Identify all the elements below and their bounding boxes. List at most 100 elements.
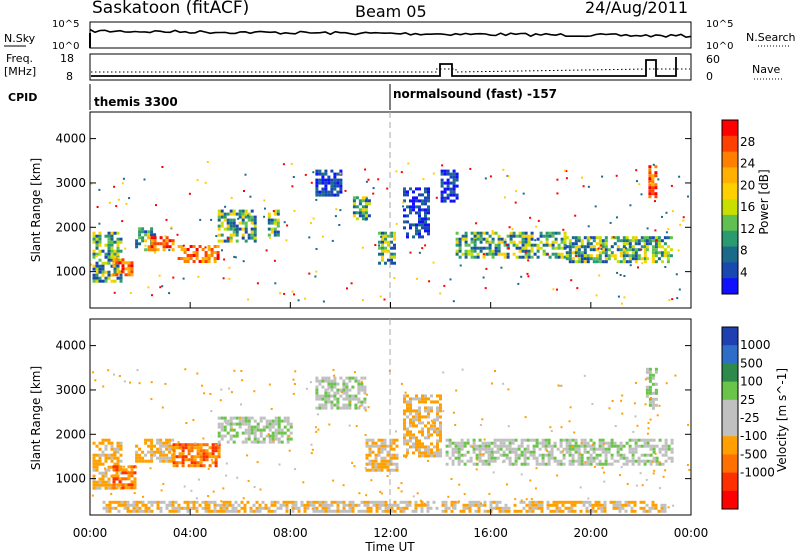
power-cell <box>443 196 447 200</box>
power-cell <box>235 233 239 237</box>
velocity-cell <box>646 441 650 445</box>
power-cell <box>107 237 111 241</box>
velocity-cell <box>439 454 442 458</box>
power-cell <box>568 251 572 255</box>
power-scatter-point <box>168 292 171 295</box>
power-scatter-point <box>682 216 685 219</box>
power-cell <box>651 189 655 193</box>
velocity-colorbar-swatch <box>722 345 738 364</box>
velocity-cell <box>351 397 355 401</box>
power-cell <box>138 233 142 237</box>
power-cell <box>162 242 166 246</box>
velocity-cell <box>150 500 154 504</box>
velocity-cell <box>451 450 455 454</box>
power-cell <box>648 239 652 243</box>
power-colorbar-tick-label: 20 <box>740 178 755 192</box>
velocity-cell <box>273 509 277 513</box>
velocity-scatter-point <box>195 497 198 500</box>
velocity-cell <box>418 442 421 446</box>
power-cell <box>427 208 430 212</box>
velocity-scatter-point <box>253 390 256 393</box>
velocity-cell <box>568 438 572 442</box>
velocity-cell <box>495 500 499 504</box>
power-scatter-point <box>469 167 472 170</box>
velocity-cell <box>235 422 239 426</box>
power-scatter-point <box>654 200 656 203</box>
velocity-cell <box>409 400 412 404</box>
power-cell <box>250 233 254 237</box>
velocity-cell <box>116 462 120 466</box>
velocity-cell <box>439 430 442 434</box>
velocity-cell <box>225 503 229 507</box>
power-cell <box>580 245 584 249</box>
velocity-cell <box>207 500 211 504</box>
velocity-cell <box>144 438 148 442</box>
velocity-scatter-point <box>136 369 139 372</box>
velocity-cell <box>523 462 527 466</box>
velocity-cell <box>484 441 488 445</box>
power-cell <box>663 236 667 240</box>
velocity-cell <box>648 400 652 404</box>
velocity-cell <box>583 450 587 454</box>
velocity-cell <box>445 450 449 454</box>
velocity-cell <box>424 424 427 428</box>
power-cell <box>449 190 453 194</box>
velocity-scatter-point <box>649 418 652 421</box>
power-cell <box>406 190 409 194</box>
power-cell <box>415 232 418 236</box>
velocity-cell <box>324 406 328 410</box>
power-cell <box>95 243 99 247</box>
power-cell <box>110 279 114 283</box>
velocity-cell <box>433 445 436 449</box>
velocity-cell <box>178 455 182 459</box>
velocity-cell <box>427 409 430 413</box>
power-cell <box>119 249 123 253</box>
power-scatter-point <box>312 171 315 174</box>
velocity-cell <box>371 462 375 466</box>
power-cell <box>321 175 325 179</box>
power-cell <box>666 257 670 261</box>
power-cell <box>223 239 227 243</box>
velocity-scatter-point <box>525 498 528 501</box>
velocity-cell <box>474 509 478 513</box>
velocity-cell <box>330 394 334 398</box>
power-cell <box>424 226 427 230</box>
power-cell <box>273 221 277 225</box>
velocity-cell <box>92 486 96 490</box>
velocity-scatter-point <box>529 479 532 482</box>
velocity-cell <box>112 474 116 478</box>
velocity-cell <box>324 509 328 513</box>
velocity-cell <box>591 509 595 513</box>
power-cell <box>217 215 221 219</box>
power-y-tick-label: 3000 <box>55 176 86 190</box>
power-cell <box>403 214 406 218</box>
velocity-cell <box>324 403 328 407</box>
power-cell <box>539 240 543 244</box>
velocity-cell <box>483 503 487 507</box>
velocity-scatter-point <box>418 453 421 456</box>
velocity-cell <box>463 453 467 457</box>
velocity-cell <box>178 446 182 450</box>
velocity-cell <box>564 500 568 504</box>
velocity-cell <box>357 385 361 389</box>
velocity-cell <box>573 500 577 504</box>
velocity-scatter-point <box>481 418 484 421</box>
power-cell <box>165 242 169 246</box>
velocity-cell <box>141 500 145 504</box>
velocity-cell <box>472 441 476 445</box>
velocity-cell <box>183 506 187 510</box>
velocity-cell <box>150 450 154 454</box>
power-cell <box>336 190 340 194</box>
velocity-scatter-point <box>687 423 690 426</box>
velocity-cell <box>427 451 430 455</box>
power-cell <box>223 227 227 231</box>
velocity-cell <box>487 447 491 451</box>
velocity-cell <box>430 409 433 413</box>
velocity-cell <box>403 427 406 431</box>
x-tick-label: 20:00 <box>574 526 609 540</box>
velocity-cell <box>589 447 593 451</box>
velocity-cell <box>324 394 328 398</box>
velocity-cell <box>544 447 548 451</box>
velocity-cell <box>670 450 674 454</box>
power-scatter-point <box>439 292 442 295</box>
